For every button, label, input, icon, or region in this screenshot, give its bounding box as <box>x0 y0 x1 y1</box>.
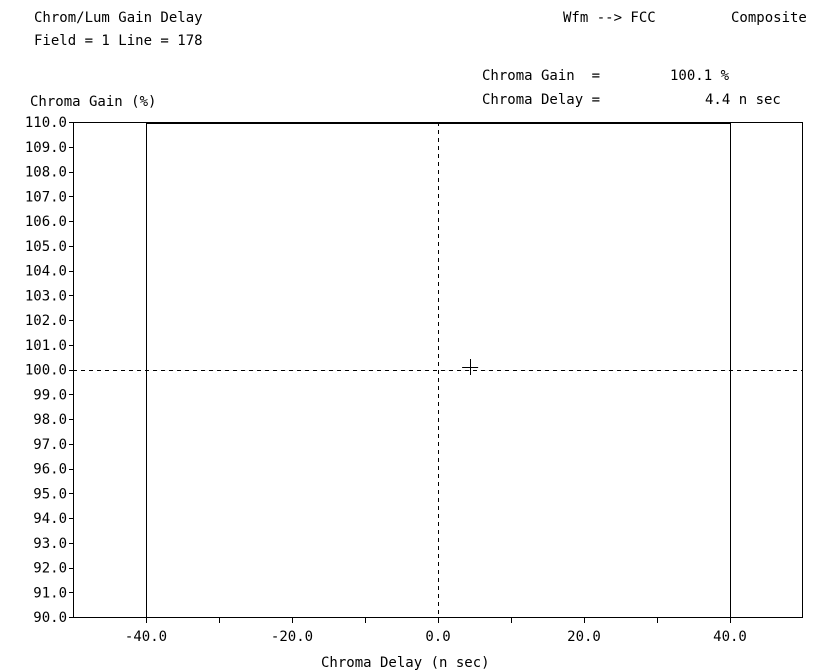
y-tick-label: 95.0 <box>33 486 67 502</box>
field-line-info: Field = 1 Line = 178 <box>34 33 203 49</box>
measurement-point-marker <box>462 359 479 376</box>
x-tick-label: -40.0 <box>125 629 167 645</box>
y-tick-label: 105.0 <box>25 239 67 255</box>
y-tick-label: 91.0 <box>33 585 67 601</box>
x-tick-label: 20.0 <box>567 629 601 645</box>
measurement-title: Chrom/Lum Gain Delay <box>34 10 203 26</box>
y-tick-label: 109.0 <box>25 140 67 156</box>
y-tick-label: 103.0 <box>25 288 67 304</box>
y-tick-label: 97.0 <box>33 437 67 453</box>
y-tick-label: 99.0 <box>33 387 67 403</box>
chroma-delay-readout-label: Chroma Delay = <box>482 92 601 108</box>
y-tick-label: 102.0 <box>25 313 67 329</box>
signal-type: Composite <box>731 10 807 26</box>
y-tick-label: 110.0 <box>25 115 67 131</box>
x-tick-label: 0.0 <box>425 629 450 645</box>
y-axis-label: Chroma Gain (%) <box>30 94 157 110</box>
y-tick-label: 108.0 <box>25 165 67 181</box>
y-tick-label: 101.0 <box>25 338 67 354</box>
chroma-gain-readout-label: Chroma Gain = <box>482 68 601 84</box>
mode-indicator: Wfm --> FCC <box>563 10 656 26</box>
y-tick-label: 104.0 <box>25 264 67 280</box>
y-tick-label: 100.0 <box>25 363 67 379</box>
y-tick-label: 94.0 <box>33 511 67 527</box>
y-tick-label: 106.0 <box>25 214 67 230</box>
y-tick-label: 93.0 <box>33 536 67 552</box>
chroma-delay-readout-value: 4.4 n sec <box>705 92 781 108</box>
y-tick-label: 107.0 <box>25 189 67 205</box>
chroma-gain-readout-value: 100.1 % <box>670 68 730 84</box>
x-tick-label: -20.0 <box>271 629 313 645</box>
y-tick-label: 92.0 <box>33 561 67 577</box>
x-axis-label: Chroma Delay (n sec) <box>321 655 490 671</box>
y-tick-label: 90.0 <box>33 610 67 626</box>
x-tick-label: 40.0 <box>713 629 747 645</box>
y-tick-label: 98.0 <box>33 412 67 428</box>
y-tick-label: 96.0 <box>33 462 67 478</box>
